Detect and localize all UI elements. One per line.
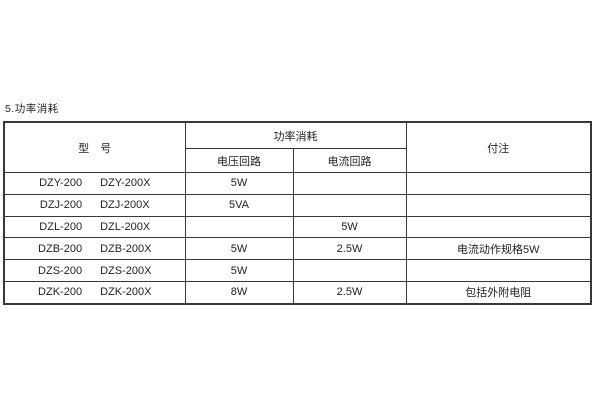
cell-model: DZY-200 DZY-200X [3,172,186,195]
cell-current-circuit [292,172,407,195]
cell-current-circuit: 2.5W [292,237,407,261]
header-current-circuit: 电流回路 [292,148,407,173]
cell-note [405,215,592,239]
cell-note [405,172,592,195]
cell-current-circuit: 2.5W [292,280,407,305]
table-row: DZB-200 DZB-200X 5W 2.5W 电流动作规格5W [3,237,592,261]
cell-model: DZK-200 DZK-200X [3,280,186,305]
cell-voltage-circuit: 5W [184,259,294,282]
table-header: 型 号 功率消耗 付注 电压回路 电流回路 [3,121,592,173]
model-primary: DZY-200 [39,177,83,190]
cell-voltage-circuit: 5W [184,237,294,261]
table-row: DZJ-200 DZJ-200X 5VA [3,193,592,217]
cell-model: DZS-200 DZS-200X [3,259,186,282]
cell-voltage-circuit: 5VA [184,193,294,217]
header-model: 型 号 [3,121,186,173]
model-variant: DZY-200X [100,177,151,190]
cell-current-circuit [292,193,407,217]
cell-voltage-circuit: 5W [184,172,294,195]
cell-current-circuit: 5W [292,215,407,239]
cell-model: DZB-200 DZB-200X [3,237,186,261]
table-row: DZL-200 DZL-200X 5W [3,215,592,239]
section-title: 5.功率消耗 [5,103,59,115]
table-row: DZK-200 DZK-200X 8W 2.5W 包括外附电阻 [3,280,592,305]
cell-note: 包括外附电阻 [405,280,592,305]
model-variant: DZB-200X [100,242,152,255]
model-primary: DZB-200 [38,242,83,255]
table-row: DZY-200 DZY-200X 5W [3,172,592,195]
model-variant: DZK-200X [100,286,152,299]
cell-note [405,193,592,217]
cell-note [405,259,592,282]
model-primary: DZS-200 [38,264,83,277]
header-power-consumption: 功率消耗 [184,121,407,149]
table-row: DZS-200 DZS-200X 5W [3,259,592,282]
cell-note: 电流动作规格5W [405,237,592,261]
header-row-sub: 电压回路 电流回路 [4,148,591,173]
model-variant: DZS-200X [100,264,152,277]
power-consumption-table: 型 号 功率消耗 付注 电压回路 电流回路 DZY-200 DZY-200X 5W D… [3,121,592,305]
cell-model: DZL-200 DZL-200X [3,215,186,239]
table-body: DZY-200 DZY-200X 5W DZJ-200 DZJ-200X 5VA DZL-2… [3,172,592,305]
cell-model: DZJ-200 DZJ-200X [3,193,186,217]
header-row-top: 型 号 功率消耗 付注 [3,121,592,173]
header-voltage-circuit: 电压回路 [184,148,294,173]
cell-voltage-circuit: 8W [184,280,294,305]
model-variant: DZL-200X [100,220,151,233]
cell-voltage-circuit [184,215,294,239]
model-primary: DZK-200 [38,286,83,299]
model-primary: DZL-200 [39,220,83,233]
cell-current-circuit [292,259,407,282]
model-primary: DZJ-200 [39,199,83,212]
model-variant: DZJ-200X [100,199,150,212]
header-note: 付注 [405,121,592,173]
